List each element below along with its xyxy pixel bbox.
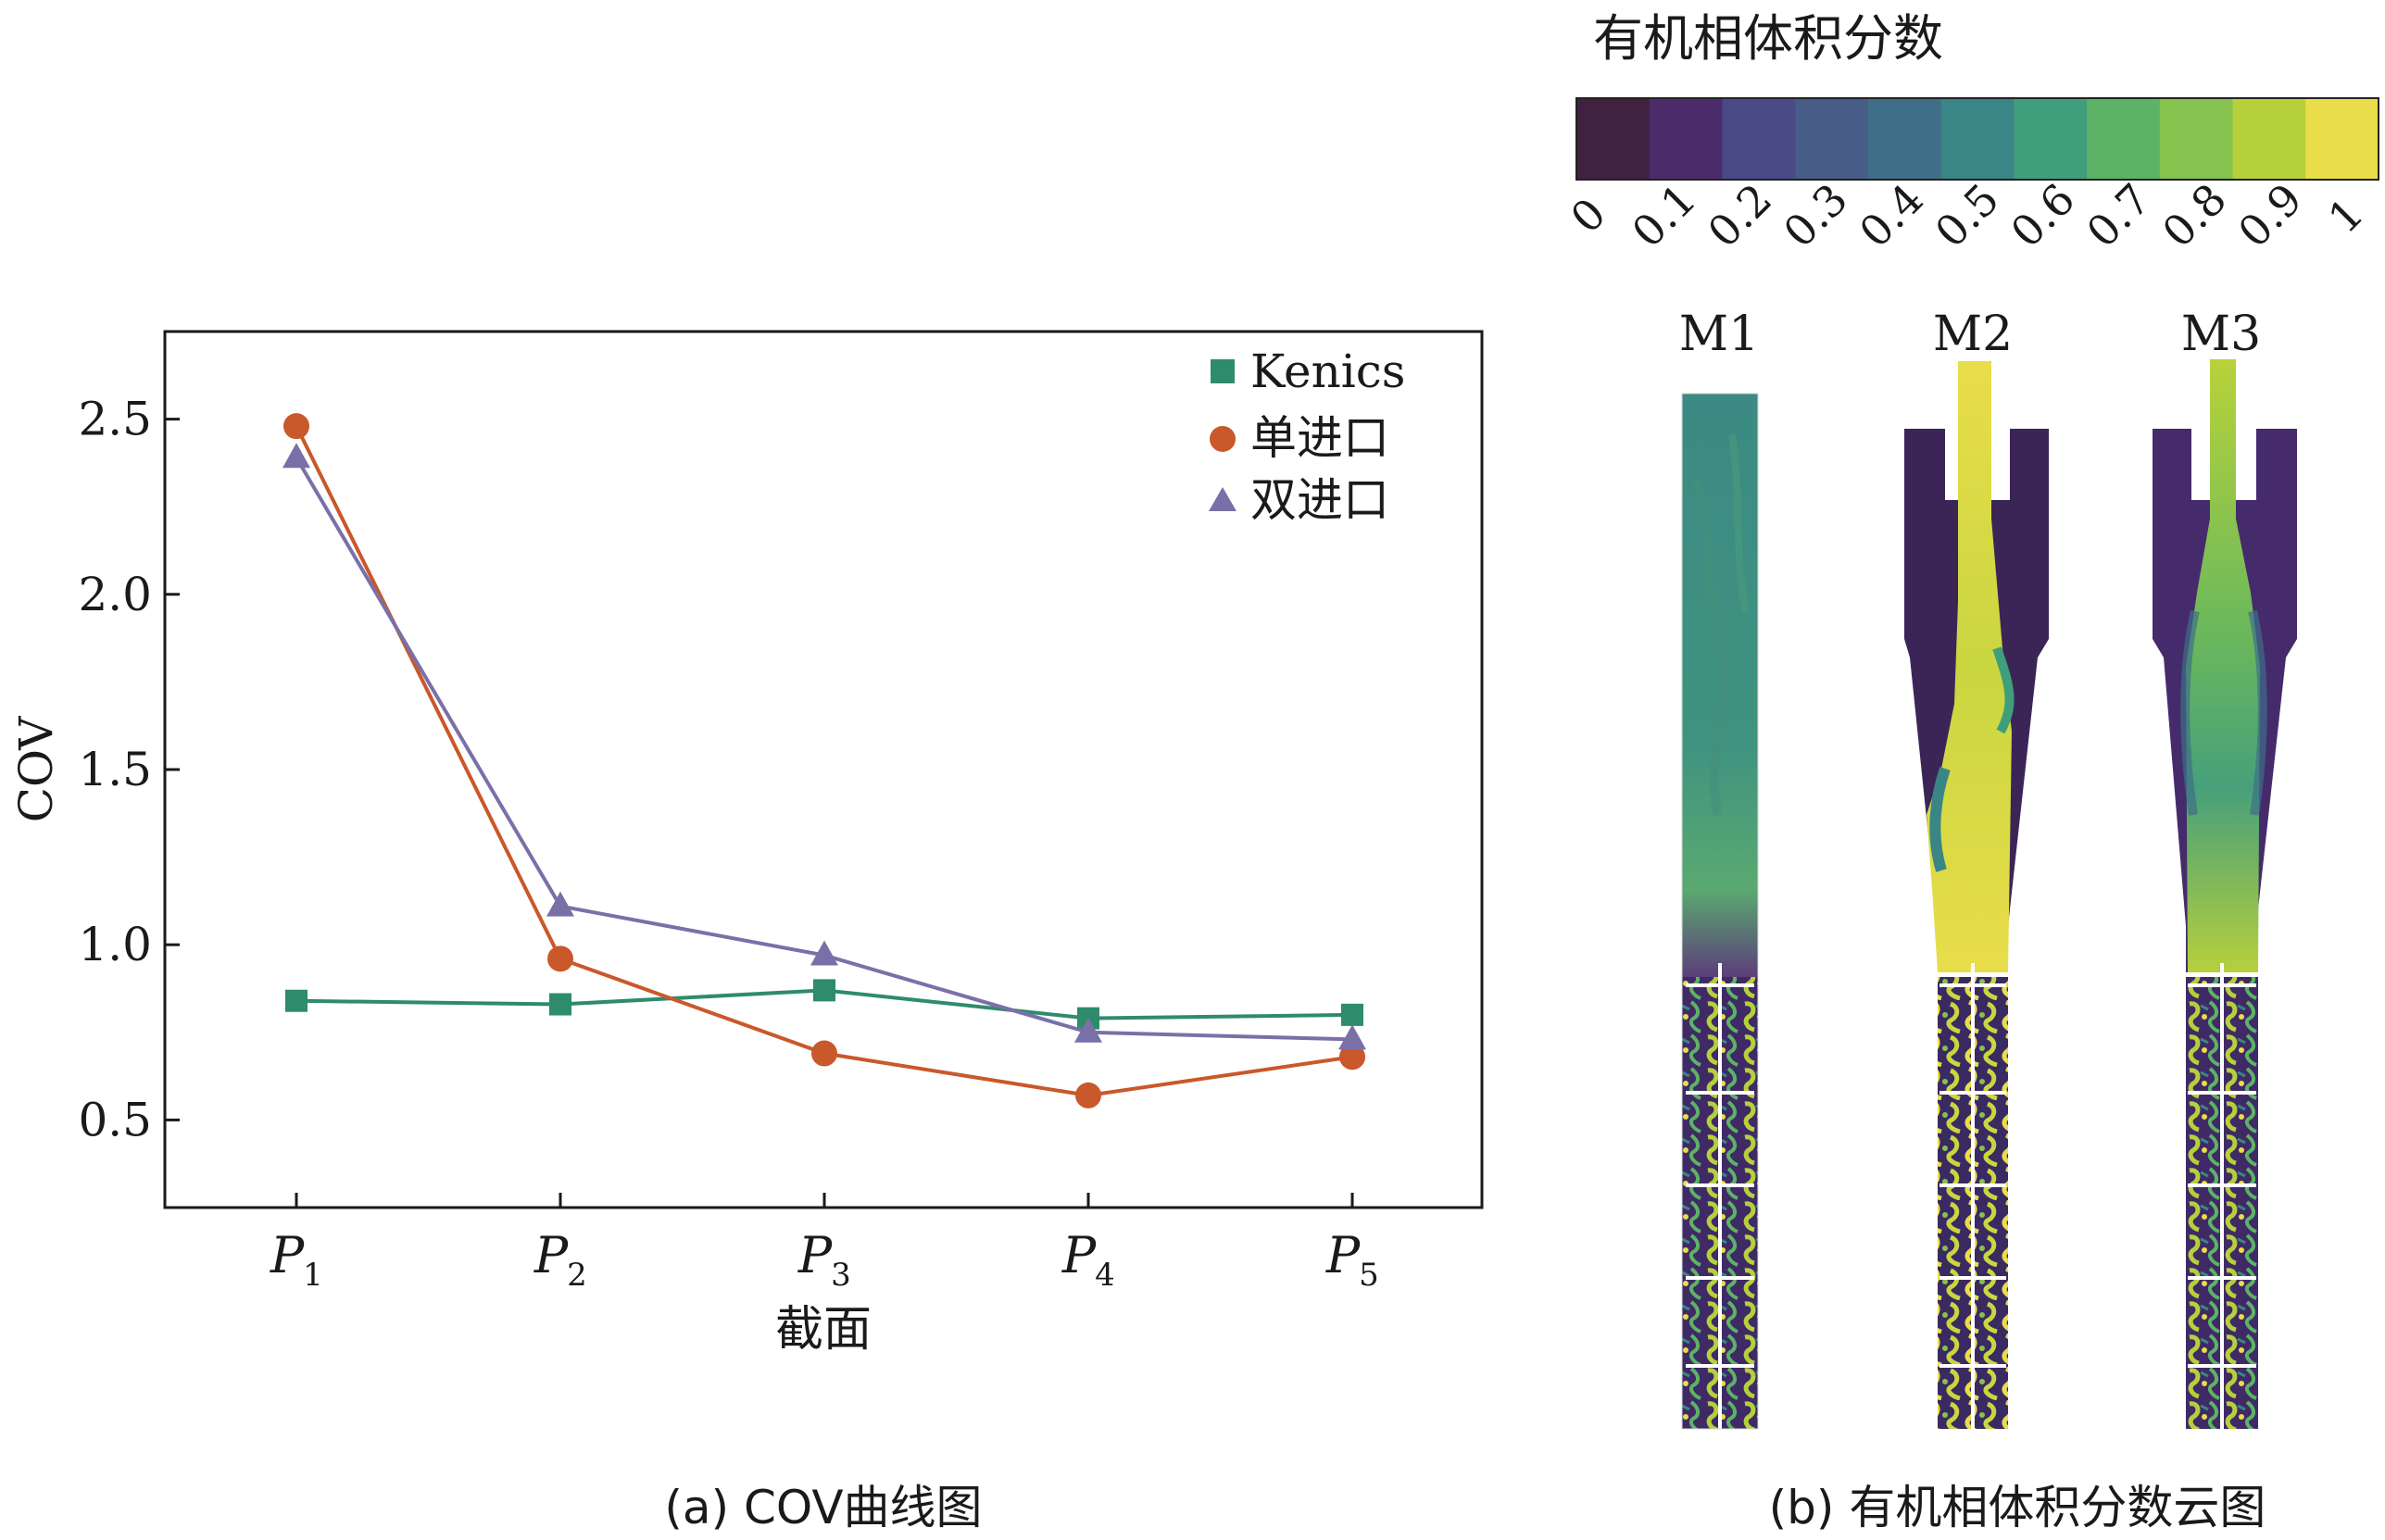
colorbar-swatch	[2232, 98, 2306, 180]
y-axis-label: COV	[9, 716, 63, 822]
colorbar-swatch	[2305, 98, 2379, 180]
colorbar-tick-label: 0.3	[1774, 174, 1857, 257]
legend-label-kenics: Kenics	[1250, 344, 1405, 398]
colorbar-tick-label: 0.5	[1926, 174, 2009, 257]
data-point-s2-p4	[1074, 1017, 1102, 1043]
panel-label-m3: M3	[2181, 307, 2261, 362]
caption-a: (a) COV曲线图	[664, 1481, 982, 1534]
x-tick-label: P	[1325, 1226, 1362, 1284]
colorbar-swatch	[2087, 98, 2161, 180]
colorbar-swatch	[1795, 98, 1869, 180]
y-tick-label: 0.5	[78, 1093, 152, 1146]
data-point-s2-p3	[810, 940, 838, 966]
colorbar-swatch	[1576, 98, 1651, 180]
x-tick-label: P	[533, 1226, 570, 1284]
x-tick-subscript: 4	[1095, 1257, 1115, 1294]
legend-marker-dual-inlet	[1209, 487, 1236, 511]
colorbar-swatch	[1649, 98, 1723, 180]
data-point-s0-p2	[549, 993, 571, 1016]
y-tick-label: 1.5	[78, 743, 152, 796]
panel-label-m2: M2	[1933, 307, 2013, 362]
colorbar-swatch	[1722, 98, 1796, 180]
x-tick-label: P	[270, 1226, 306, 1284]
colorbar-tick-label: 0.2	[1698, 174, 1781, 257]
data-point-s2-p2	[546, 891, 574, 917]
colorbar-swatch	[2014, 98, 2088, 180]
y-tick-label: 1.0	[78, 918, 152, 971]
mixer-m2	[1904, 361, 2049, 1429]
x-tick-label: P	[797, 1226, 834, 1284]
colorbar-tick-label: 0	[1561, 188, 1615, 243]
y-tick-label: 2.0	[78, 568, 152, 621]
y-tick-label: 2.5	[78, 393, 152, 446]
colorbar-tick-label: 0.7	[2077, 174, 2160, 257]
mixer-m3	[2153, 359, 2297, 1429]
data-point-s1-p5	[1339, 1044, 1365, 1070]
data-point-s1-p4	[1075, 1082, 1101, 1108]
data-point-s1-p2	[547, 945, 573, 972]
x-tick-label: P	[1061, 1226, 1098, 1284]
colorbar-tick-labels: 0 0.10.20.30.40.50.60.70.80.9 1	[1561, 174, 2373, 257]
colorbar-tick-label: 0.1	[1623, 174, 1706, 257]
caption-b: (b) 有机相体积分数云图	[1769, 1481, 2266, 1534]
colorbar-title: 有机相体积分数	[1593, 9, 1943, 68]
data-point-s0-p3	[813, 979, 835, 1002]
data-point-s2-p1	[282, 443, 310, 469]
legend-label-dual-inlet: 双进口	[1250, 473, 1389, 527]
colorbar-tick-label: 0.9	[2228, 174, 2312, 257]
colorbar-tick-label: 0.6	[2002, 174, 2085, 257]
legend-marker-single-inlet	[1210, 426, 1236, 452]
colorbar-tick-label: 1	[2318, 188, 2373, 243]
colorbar	[1576, 98, 2379, 180]
data-point-s1-p3	[811, 1040, 837, 1067]
y-axis-ticks: 0.5 1.0 1.5 2.0 2.5	[78, 393, 180, 1146]
legend-label-single-inlet: 单进口	[1250, 411, 1389, 465]
colorbar-tick-label: 0.4	[1850, 174, 1933, 257]
panel-label-m1: M1	[1679, 307, 1759, 362]
data-point-s1-p1	[283, 413, 309, 440]
colorbar-swatch	[1940, 98, 2015, 180]
volume-fraction-contours: 有机相体积分数 0 0.10.20.30.40.50.60.70.80.9 1 M1…	[1561, 9, 2379, 1430]
x-tick-subscript: 1	[303, 1257, 323, 1294]
legend-marker-kenics	[1211, 359, 1235, 383]
colorbar-swatch	[2159, 98, 2234, 180]
x-tick-subscript: 2	[567, 1257, 587, 1294]
colorbar-swatch	[1867, 98, 1942, 180]
data-point-s0-p5	[1341, 1003, 1363, 1026]
data-point-s0-p1	[285, 989, 308, 1012]
x-tick-subscript: 3	[831, 1257, 851, 1294]
colorbar-frame	[1575, 97, 2379, 181]
legend: Kenics 单进口 双进口	[1209, 344, 1405, 527]
colorbar-tick-label: 0.8	[2153, 174, 2236, 257]
series-layer	[282, 413, 1366, 1108]
data-point-s2-p5	[1338, 1024, 1366, 1050]
x-axis-label: 截面	[775, 1302, 872, 1358]
x-tick-subscript: 5	[1359, 1257, 1379, 1294]
mixer-m1	[1681, 393, 1759, 1430]
